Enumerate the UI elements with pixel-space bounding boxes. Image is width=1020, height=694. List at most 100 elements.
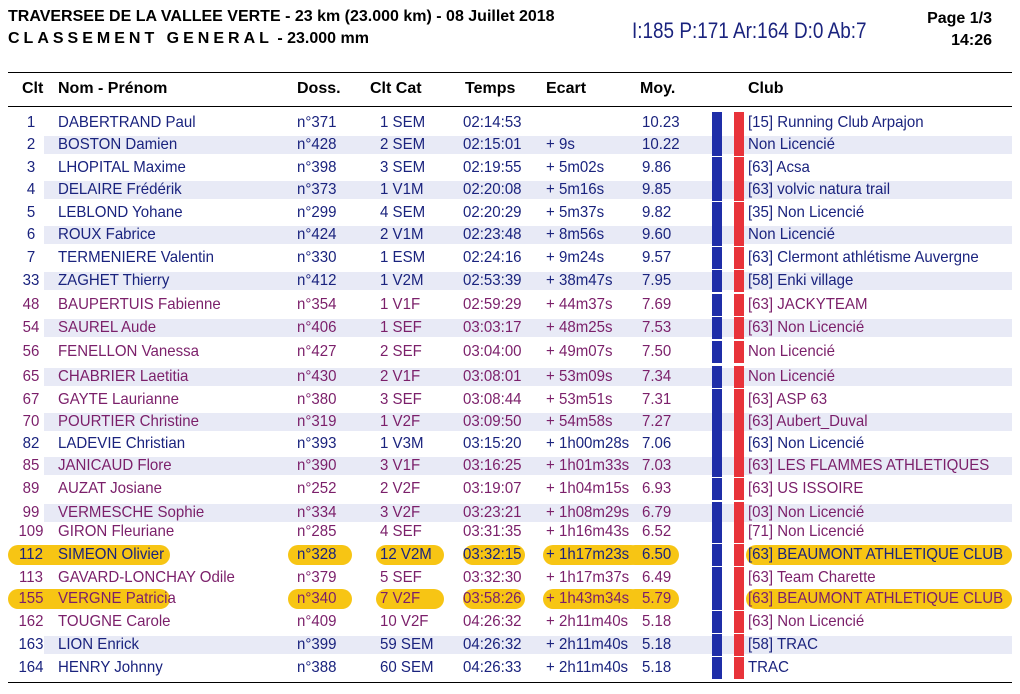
cell-doss: n°373 — [297, 181, 337, 198]
cell-club: [35] Non Licencié — [748, 204, 865, 221]
flag-red-stripe — [734, 389, 744, 411]
flag-red-stripe — [734, 567, 744, 589]
cell-temps: 03:23:21 — [463, 504, 522, 521]
cell-moy: 7.06 — [642, 435, 672, 452]
flag-red-stripe — [734, 294, 744, 316]
cell-name: LHOPITAL Maxime — [58, 159, 186, 176]
cell-ecart: + 1h17m37s — [546, 569, 630, 586]
cell-temps: 02:23:48 — [463, 226, 522, 243]
cell-club: [63] JACKYTEAM — [748, 296, 868, 313]
flag-blue-stripe — [712, 270, 722, 292]
flag-blue-stripe — [712, 294, 722, 316]
flag-red-stripe — [734, 588, 744, 610]
cell-cltcat: 2 V1M — [380, 226, 424, 243]
cell-clt: 99 — [22, 504, 40, 521]
table-row: 109 GIRON Fleuriane n°285 4 SEF 03:31:35 + 1h… — [8, 521, 1012, 543]
col-header-ecart: Ecart — [546, 80, 587, 97]
cell-ecart: + 54m58s — [546, 413, 613, 430]
cell-doss: n°388 — [297, 659, 337, 676]
cell-ecart: + 53m09s — [546, 368, 613, 385]
cell-name: LADEVIE Christian — [58, 435, 186, 452]
cell-ecart: + 49m07s — [546, 343, 613, 360]
table-row: 162 TOUGNE Carole n°409 10 V2F 04:26:32 + 2h1… — [8, 611, 1012, 633]
cell-clt: 3 — [26, 159, 36, 176]
cell-moy: 6.79 — [642, 504, 672, 521]
cell-moy: 7.50 — [642, 343, 672, 360]
flag-red-stripe — [734, 544, 744, 566]
cell-moy: 9.85 — [642, 181, 672, 198]
cell-temps: 03:32:30 — [463, 569, 522, 586]
cell-name: SAUREL Aude — [58, 319, 157, 336]
cell-club: [63] LES FLAMMES ATHLETIQUES — [748, 457, 990, 474]
cell-ecart: + 5m37s — [546, 204, 605, 221]
cell-name: DABERTRAND Paul — [58, 114, 196, 131]
col-header-moy: Moy. — [640, 80, 676, 97]
flag-blue-stripe — [712, 202, 722, 224]
cell-clt: 162 — [18, 613, 44, 630]
cell-temps: 03:03:17 — [463, 319, 522, 336]
row-stripe — [44, 136, 1012, 154]
cell-name: BOSTON Damien — [58, 136, 178, 153]
cell-club: [63] Non Licencié — [748, 319, 865, 336]
cell-cltcat: 2 SEM — [380, 136, 426, 153]
cell-temps: 02:24:16 — [463, 249, 522, 266]
cell-club: Non Licencié — [748, 343, 835, 360]
cell-club: [63] Aubert_Duval — [748, 413, 868, 430]
table-row: 163 LION Enrick n°399 59 SEM 04:26:32 + 2h11m… — [8, 634, 1012, 656]
flag-blue-stripe — [712, 521, 722, 543]
cell-temps: 03:04:00 — [463, 343, 522, 360]
table-row: 164 HENRY Johnny n°388 60 SEM 04:26:33 + 2h11… — [8, 657, 1012, 679]
cell-moy: 7.03 — [642, 457, 672, 474]
flag-red-stripe — [734, 157, 744, 179]
cell-club: [15] Running Club Arpajon — [748, 114, 924, 131]
cell-temps: 04:26:32 — [463, 636, 522, 653]
cell-ecart: + 38m47s — [546, 272, 613, 289]
flag-blue-stripe — [712, 567, 722, 589]
flag-red-stripe — [734, 634, 744, 656]
cell-clt: 155 — [18, 590, 44, 607]
flag-blue-stripe — [712, 389, 722, 411]
cell-ecart: + 44m37s — [546, 296, 613, 313]
cell-name: AUZAT Josiane — [58, 480, 162, 497]
table-row: 7 TERMENIERE Valentin n°330 1 ESM 02:24:16 + … — [8, 247, 1012, 269]
cell-doss: n°299 — [297, 204, 337, 221]
col-header-doss: Doss. — [297, 80, 341, 97]
cell-name: GIRON Fleuriane — [58, 523, 175, 540]
highlight-marker — [625, 545, 679, 565]
cell-doss: n°371 — [297, 114, 337, 131]
cell-clt: 164 — [18, 659, 44, 676]
cell-ecart: + 2h11m40s — [546, 613, 629, 630]
cell-name: POURTIER Christine — [58, 413, 199, 430]
cell-name: VERGNE Patricia — [58, 590, 176, 607]
flag-blue-stripe — [712, 478, 722, 500]
cell-cltcat: 4 SEM — [380, 204, 426, 221]
flag-blue-stripe — [712, 112, 722, 134]
cell-cltcat: 3 SEM — [380, 159, 426, 176]
cell-temps: 03:15:20 — [463, 435, 522, 452]
cell-doss: n°430 — [297, 368, 337, 385]
cell-clt: 48 — [22, 296, 40, 313]
cell-clt: 6 — [26, 226, 36, 243]
cell-ecart: + 2h11m40s — [546, 659, 629, 676]
cell-club: [63] ASP 63 — [748, 391, 828, 408]
flag-blue-stripe — [712, 657, 722, 679]
flag-red-stripe — [734, 341, 744, 363]
cell-club: Non Licencié — [748, 226, 835, 243]
cell-cltcat: 3 V1F — [380, 457, 421, 474]
cell-moy: 7.34 — [642, 368, 672, 385]
table-row: 1 DABERTRAND Paul n°371 1 SEM 02:14:53 10.23 [… — [8, 112, 1012, 134]
cell-clt: 85 — [22, 457, 40, 474]
cell-moy: 6.50 — [642, 546, 672, 563]
table-row: 99 VERMESCHE Sophie n°334 3 V2F 03:23:21 + 1h… — [8, 502, 1012, 524]
flag-red-stripe — [734, 270, 744, 292]
cell-cltcat: 2 SEF — [380, 343, 422, 360]
cell-temps: 03:58:26 — [463, 590, 522, 607]
cell-moy: 10.22 — [642, 136, 680, 153]
cell-club: [63] BEAUMONT ATHLETIQUE CLUB — [748, 590, 1004, 607]
cell-moy: 6.93 — [642, 480, 672, 497]
flag-red-stripe — [734, 411, 744, 433]
cell-doss: n°380 — [297, 391, 337, 408]
highlight-marker — [8, 589, 54, 609]
cell-club: [63] Non Licencié — [748, 613, 865, 630]
cell-doss: n°334 — [297, 504, 337, 521]
